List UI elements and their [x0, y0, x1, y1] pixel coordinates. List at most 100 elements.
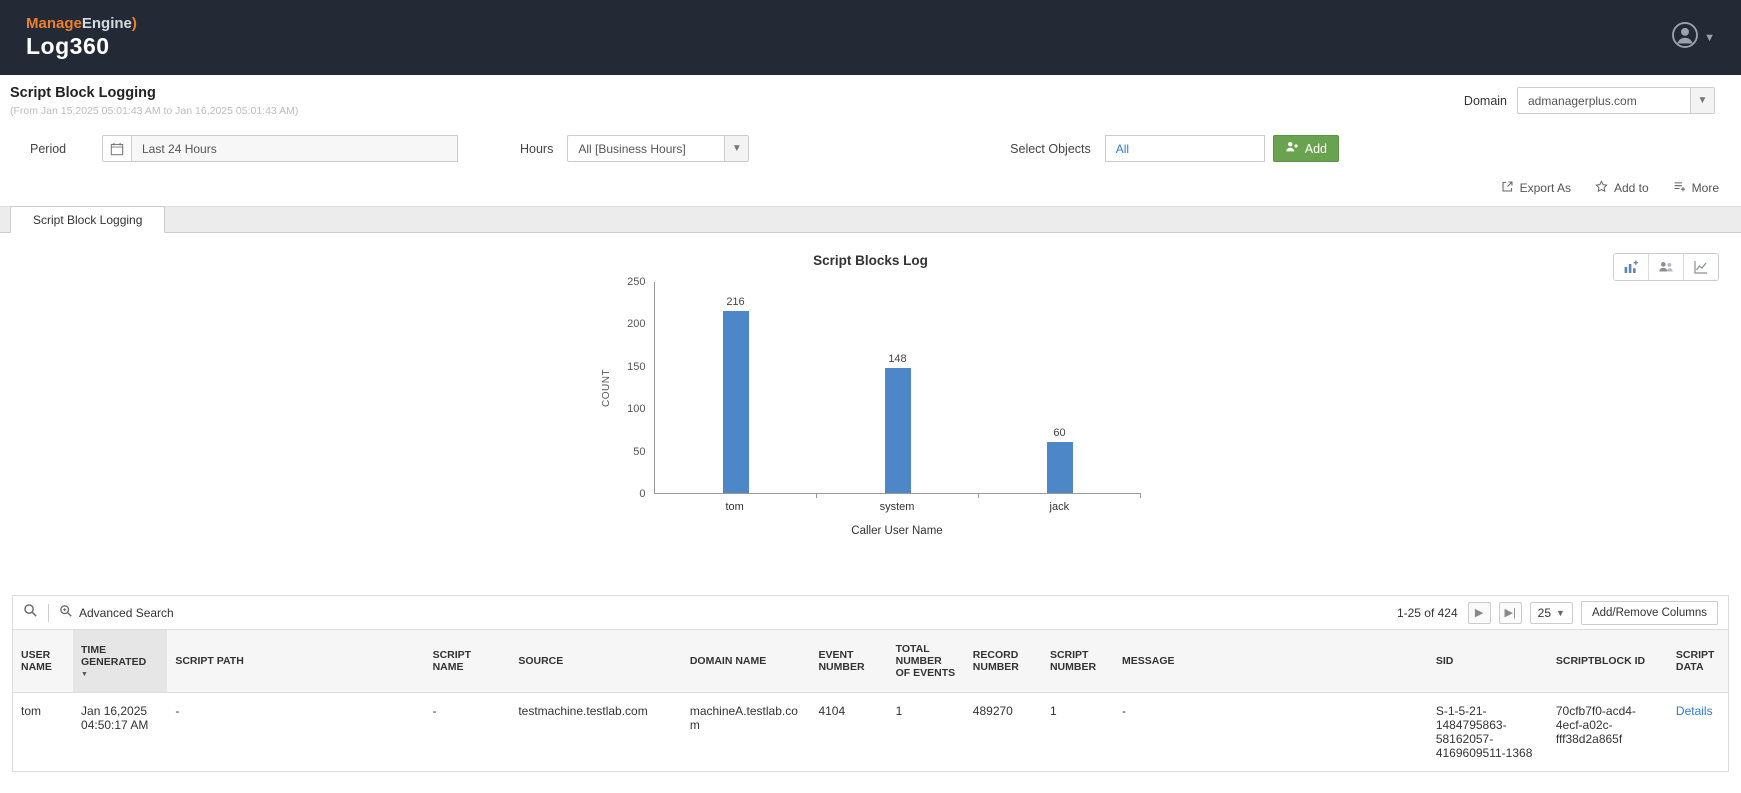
column-header-label: MESSAGE [1121, 654, 1175, 667]
bar-value-label: 148 [888, 353, 907, 366]
calendar-icon[interactable] [102, 135, 132, 162]
y-tick-label: 100 [627, 403, 646, 416]
column-header[interactable]: TIME GENERATED ▼ [73, 630, 168, 693]
table-header-row: USER NAME TIME GENERATED ▼ SCRIPT PATH SCRIP… [13, 630, 1728, 693]
y-tick-label: 50 [633, 445, 646, 458]
table-cell: - [1121, 703, 1126, 718]
chart-x-labels: tom system jack [654, 494, 1141, 513]
export-as-button[interactable]: Export As [1501, 180, 1571, 196]
star-icon [1595, 180, 1608, 196]
export-as-label: Export As [1519, 181, 1571, 195]
page-size-value: 25 [1537, 605, 1552, 620]
bar[interactable] [722, 310, 749, 493]
user-avatar-icon[interactable] [1671, 21, 1699, 54]
user-menu[interactable]: ▼ [1671, 21, 1715, 54]
column-header[interactable]: SID [1427, 630, 1548, 693]
period-label: Period [30, 141, 67, 156]
title-row: Script Block Logging (From Jan 15,2025 0… [0, 75, 1741, 123]
column-header[interactable]: SCRIPT NUMBER [1041, 630, 1114, 693]
bar[interactable] [884, 368, 911, 493]
chart-plot: 216 148 60 [653, 282, 1141, 498]
next-page-button[interactable]: ▶ [1467, 601, 1491, 624]
add-to-label: Add to [1613, 181, 1649, 195]
domain-select[interactable]: admanagerplus.com ▼ [1517, 87, 1715, 114]
table-cell: - [432, 703, 437, 718]
period-input[interactable] [132, 135, 458, 162]
add-button[interactable]: Add [1272, 135, 1339, 162]
select-objects-group: Select Objects Add [1010, 135, 1339, 162]
chevron-down-icon: ▼ [1690, 88, 1714, 113]
column-header[interactable]: SCRIPT PATH [167, 630, 425, 693]
more-label: More [1691, 181, 1719, 195]
hours-select-value: All [Business Hours] [578, 141, 686, 156]
column-header-label: TIME GENERATED [81, 643, 147, 668]
users-chart-icon[interactable] [1648, 254, 1683, 280]
column-header-label: SCRIPT NUMBER [1049, 648, 1097, 673]
toolbar-divider [48, 603, 49, 622]
column-header[interactable]: RECORD NUMBER [964, 630, 1042, 693]
chart-title: Script Blocks Log [813, 253, 928, 268]
filter-row: Period Hours All [Business Hours] ▼ Sele… [0, 123, 1741, 172]
more-button[interactable]: More [1673, 180, 1719, 196]
column-header[interactable]: USER NAME [13, 630, 74, 693]
x-tick-label: tom [725, 501, 744, 513]
last-page-button[interactable]: ▶| [1498, 601, 1522, 624]
column-header-label: EVENT NUMBER [818, 648, 865, 673]
bar-chart: COUNT 0 50 100 150 200 250 216 148 60 tom system… [601, 276, 1141, 537]
domain-group: Domain admanagerplus.com ▼ [1464, 87, 1715, 114]
add-to-button[interactable]: Add to [1595, 180, 1649, 196]
search-icon[interactable] [23, 603, 38, 623]
x-axis-title: Caller User Name [851, 525, 943, 537]
advanced-search-button[interactable]: Advanced Search [59, 604, 174, 621]
y-tick-label: 0 [639, 488, 646, 500]
column-header-label: SOURCE [518, 654, 564, 667]
y-tick-label: 150 [627, 360, 646, 373]
column-header[interactable]: SCRIPT NAME [424, 630, 511, 693]
y-tick-label: 250 [627, 276, 646, 288]
column-header-label: SCRIPT PATH [175, 654, 244, 667]
select-objects-input[interactable] [1104, 135, 1265, 162]
column-header-label: SCRIPT DATA [1675, 648, 1715, 673]
top-bar: ManageEngine) Log360 ▼ [0, 0, 1741, 75]
select-objects-label: Select Objects [1010, 141, 1091, 156]
column-header-label: TOTAL NUMBER OF EVENTS [895, 642, 956, 679]
column-header[interactable]: SCRIPTBLOCK ID [1547, 630, 1668, 693]
hours-label: Hours [520, 141, 554, 156]
table-body: tom Jan 16,2025 04:50:17 AM - - testmachine.… [13, 692, 1728, 771]
sort-desc-icon[interactable]: ▼ [81, 670, 88, 678]
details-link[interactable]: Details [1675, 703, 1713, 718]
column-header-label: SID [1435, 654, 1454, 667]
page-title: Script Block Logging [10, 85, 156, 101]
column-header[interactable]: SOURCE [510, 630, 682, 693]
brand-engine-text: Engine [81, 15, 132, 33]
table-row: tom Jan 16,2025 04:50:17 AM - - testmachine.… [13, 692, 1728, 771]
hours-select[interactable]: All [Business Hours] ▼ [567, 135, 750, 162]
bar-slot: 216 [655, 282, 817, 498]
bar-value-label: 60 [1053, 427, 1066, 440]
column-header-label: USER NAME [21, 648, 52, 673]
add-remove-columns-button[interactable]: Add/Remove Columns [1580, 600, 1718, 625]
chart-type-switcher [1613, 253, 1719, 281]
column-header[interactable]: DOMAIN NAME [681, 630, 811, 693]
search-plus-icon [59, 604, 73, 621]
add-button-label: Add [1304, 141, 1327, 156]
x-tick-label: jack [1049, 501, 1070, 513]
domain-label: Domain [1463, 93, 1507, 108]
column-header[interactable]: EVENT NUMBER [810, 630, 888, 693]
column-header[interactable]: SCRIPT DATA [1667, 630, 1728, 693]
table-cell: testmachine.testlab.com [518, 703, 648, 718]
brand-manage-text: Manage [26, 15, 82, 33]
page-size-select[interactable]: 25 ▼ [1529, 601, 1573, 624]
line-chart-icon[interactable] [1683, 254, 1718, 280]
tab-script-block-logging[interactable]: Script Block Logging [10, 206, 166, 233]
table-cell: S-1-5-21-1484795863-58162057-4169609511-… [1435, 703, 1533, 760]
actions-row: Export As Add to More [0, 172, 1741, 206]
column-header[interactable]: TOTAL NUMBER OF EVENTS [887, 630, 965, 693]
column-header-label: SCRIPTBLOCK ID [1555, 654, 1646, 667]
results-card: Advanced Search 1-25 of 424 ▶ ▶| 25 ▼ Ad… [12, 595, 1729, 772]
column-header[interactable]: MESSAGE [1113, 630, 1428, 693]
bar-slot: 148 [817, 282, 979, 498]
bar[interactable] [1046, 442, 1073, 493]
table-cell: Jan 16,2025 04:50:17 AM [81, 703, 149, 732]
bar-chart-add-icon[interactable] [1614, 254, 1648, 280]
